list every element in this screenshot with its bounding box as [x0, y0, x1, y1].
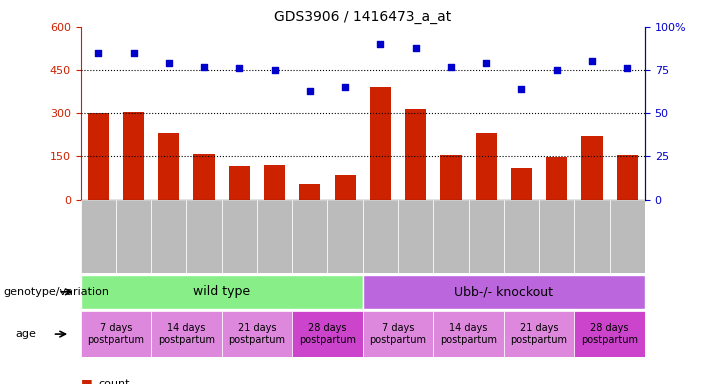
Bar — [405, 109, 426, 200]
Bar — [504, 200, 539, 273]
Text: genotype/variation: genotype/variation — [4, 287, 109, 297]
Point — [481, 60, 492, 66]
Text: wild type: wild type — [193, 285, 250, 298]
Text: 14 days
postpartum: 14 days postpartum — [158, 323, 215, 345]
Bar — [363, 275, 645, 309]
Point — [198, 64, 210, 70]
Bar — [468, 200, 504, 273]
Bar — [440, 155, 461, 200]
Point — [622, 65, 633, 71]
Point — [269, 67, 280, 73]
Bar — [476, 134, 497, 200]
Bar — [299, 184, 320, 200]
Point — [375, 41, 386, 47]
Bar — [539, 200, 574, 273]
Bar — [327, 200, 363, 273]
Text: 21 days
postpartum: 21 days postpartum — [229, 323, 285, 345]
Bar — [610, 200, 645, 273]
Bar — [264, 165, 285, 200]
Point — [410, 45, 421, 51]
Point — [233, 65, 245, 71]
Bar — [193, 154, 215, 200]
Point — [516, 86, 527, 92]
Bar — [581, 136, 603, 200]
Bar — [433, 311, 504, 357]
Bar — [511, 168, 532, 200]
Bar — [229, 166, 250, 200]
Point — [93, 50, 104, 56]
Bar — [574, 311, 645, 357]
Bar — [222, 200, 257, 273]
Bar — [574, 200, 610, 273]
Bar — [81, 200, 116, 273]
Bar — [370, 88, 391, 200]
Bar — [398, 200, 433, 273]
Bar — [222, 311, 292, 357]
Point — [587, 58, 598, 65]
Text: 7 days
postpartum: 7 days postpartum — [88, 323, 144, 345]
Bar — [88, 113, 109, 200]
Bar — [257, 200, 292, 273]
Point — [128, 50, 139, 56]
Bar — [504, 311, 574, 357]
Bar — [433, 200, 468, 273]
Point — [163, 60, 175, 66]
Text: ■: ■ — [81, 377, 93, 384]
Bar — [151, 200, 186, 273]
Bar — [81, 311, 151, 357]
Text: Ubb-/- knockout: Ubb-/- knockout — [454, 285, 553, 298]
Bar — [363, 311, 433, 357]
Point — [551, 67, 562, 73]
Bar — [151, 311, 222, 357]
Text: 28 days
postpartum: 28 days postpartum — [299, 323, 356, 345]
Bar — [292, 311, 363, 357]
Point — [304, 88, 315, 94]
Bar — [363, 200, 398, 273]
Bar — [81, 275, 363, 309]
Text: 14 days
postpartum: 14 days postpartum — [440, 323, 497, 345]
Text: 7 days
postpartum: 7 days postpartum — [369, 323, 426, 345]
Bar — [123, 112, 144, 200]
Text: 21 days
postpartum: 21 days postpartum — [510, 323, 568, 345]
Bar — [158, 134, 179, 200]
Bar — [116, 200, 151, 273]
Bar — [546, 157, 567, 200]
Text: count: count — [98, 379, 130, 384]
Point — [339, 84, 350, 91]
Title: GDS3906 / 1416473_a_at: GDS3906 / 1416473_a_at — [274, 10, 451, 25]
Text: 28 days
postpartum: 28 days postpartum — [581, 323, 638, 345]
Bar — [186, 200, 222, 273]
Text: age: age — [15, 329, 36, 339]
Point — [445, 64, 456, 70]
Bar — [334, 175, 355, 200]
Bar — [292, 200, 327, 273]
Bar — [617, 155, 638, 200]
